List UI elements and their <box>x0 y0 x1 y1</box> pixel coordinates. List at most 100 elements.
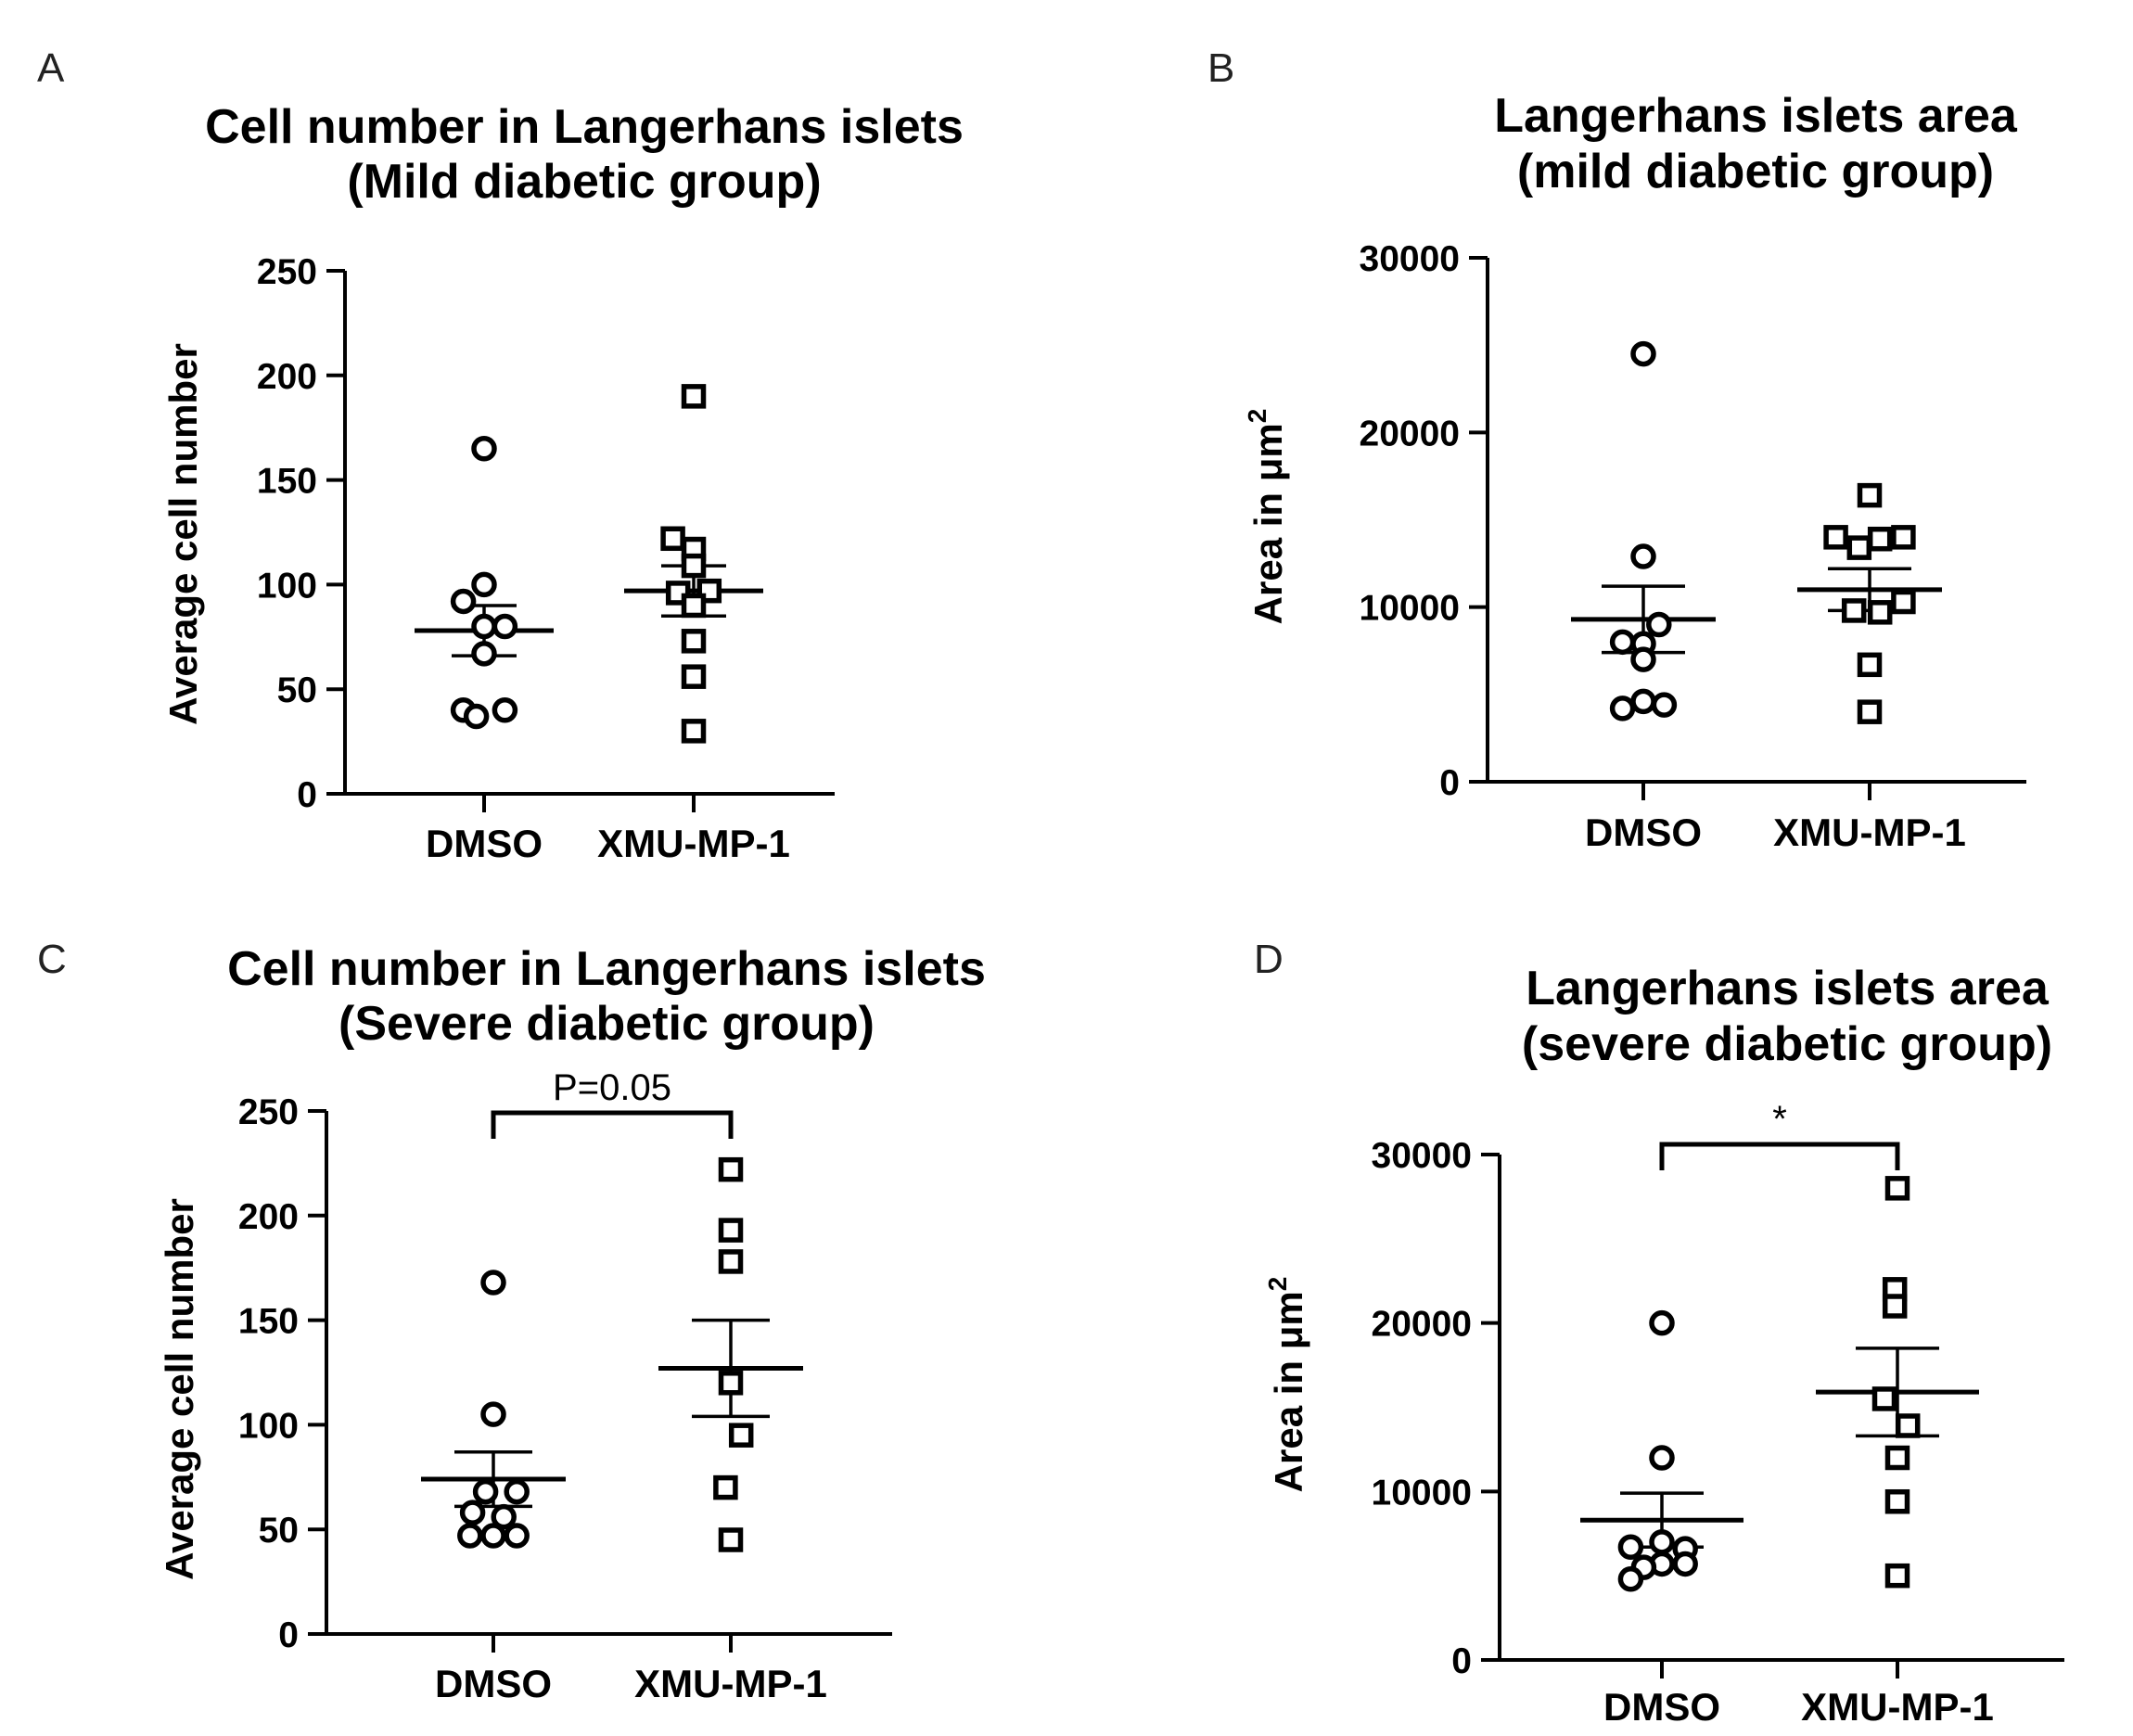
significance-bracket <box>1659 1142 1900 1170</box>
plot-area: 0 10000 20000 30000 DMSO XMU-MP-1 * <box>1372 1099 2064 1729</box>
y-axis-label: Area in μm2 <box>1243 409 1290 625</box>
data-point-square <box>1867 526 1893 552</box>
data-point-circle <box>1649 1445 1675 1471</box>
data-point-circle <box>1609 629 1636 656</box>
data-point-circle <box>472 1478 499 1505</box>
y-tick-label: 10000 <box>1372 1473 1472 1513</box>
data-point-circle <box>1649 1309 1675 1336</box>
x-tick-label: XMU-MP-1 <box>634 1662 827 1705</box>
data-point-square <box>1884 1445 1910 1471</box>
data-point-circle <box>1617 1566 1644 1592</box>
y-axis-label: Area in μm2 <box>1263 1277 1310 1493</box>
data-point-square <box>681 384 707 409</box>
plot-area: 0 10000 20000 30000 DMSO XMU-MP-1 <box>1360 239 2026 854</box>
chart-title-line2: (mild diabetic group) <box>1517 145 1994 198</box>
x-tick-label: DMSO <box>1585 811 1702 854</box>
data-point-circle <box>492 613 518 640</box>
y-tick-label: 200 <box>257 357 317 397</box>
y-tick-label: 100 <box>257 566 317 606</box>
data-point-circle <box>457 1523 483 1549</box>
data-point-circle <box>1651 692 1678 718</box>
y-tick-label: 0 <box>278 1615 299 1655</box>
data-point-square <box>1857 482 1883 508</box>
data-point-circle <box>450 588 477 615</box>
data-point-square <box>1891 589 1916 615</box>
panel-d: D Langerhans islets area (severe diabeti… <box>1254 937 2064 1729</box>
data-point-square <box>713 1474 738 1500</box>
data-point-square <box>681 593 707 619</box>
data-point-circle <box>504 1478 530 1505</box>
significance-label: * <box>1772 1099 1787 1140</box>
y-tick-label: 50 <box>277 670 317 710</box>
data-point-circle <box>1630 688 1656 715</box>
data-point-circle <box>1672 1551 1698 1577</box>
data-point-square <box>1891 525 1916 550</box>
data-point-circle <box>1630 543 1656 569</box>
significance-bracket <box>491 1110 734 1139</box>
data-point-circle <box>504 1523 530 1549</box>
data-point-square <box>718 1156 744 1182</box>
data-point-circle <box>480 1523 506 1549</box>
data-point-circle <box>491 1503 517 1530</box>
data-point-square <box>681 664 707 689</box>
data-point-circle <box>463 703 490 730</box>
y-tick-label: 30000 <box>1372 1136 1472 1176</box>
data-point-square <box>1867 600 1893 625</box>
data-point-circle <box>1630 340 1656 367</box>
data-point-circle <box>459 1500 486 1525</box>
y-axis-label: Average cell number <box>161 343 205 725</box>
y-tick-label: 20000 <box>1372 1305 1472 1345</box>
data-point-square <box>1841 598 1867 623</box>
data-point-square <box>718 1218 744 1243</box>
x-tick-label: DMSO <box>435 1662 552 1705</box>
x-tick-label: XMU-MP-1 <box>597 822 790 865</box>
data-point-circle <box>1609 696 1636 721</box>
panel-label: D <box>1254 937 1284 982</box>
chart-title-line1: Cell number in Langerhans islets <box>227 942 986 996</box>
y-tick-label: 150 <box>238 1302 299 1342</box>
data-point-circle <box>1649 1529 1675 1555</box>
y-tick-label: 50 <box>259 1511 299 1551</box>
data-point-square <box>681 719 707 744</box>
data-point-square <box>1871 1386 1897 1411</box>
x-tick-label: DMSO <box>426 822 543 865</box>
data-point-circle <box>480 1270 506 1296</box>
data-point-circle <box>1617 1534 1644 1561</box>
chart-title-line2: (Mild diabetic group) <box>347 155 821 209</box>
data-point-square <box>660 526 685 552</box>
x-tick-label: XMU-MP-1 <box>1773 811 1966 854</box>
data-point-circle <box>471 436 497 462</box>
panel-c: C Cell number in Langerhans islets (Seve… <box>37 937 986 1705</box>
y-tick-label: 20000 <box>1360 414 1460 453</box>
data-point-circle <box>492 697 518 723</box>
chart-title-line2: (severe diabetic group) <box>1522 1017 2052 1071</box>
data-point-square <box>1884 1176 1910 1201</box>
data-point-square <box>681 629 707 654</box>
data-point-square <box>1895 1413 1921 1438</box>
data-point-circle <box>1630 646 1656 672</box>
panel-a: A Cell number in Langerhans islets (Mild… <box>37 45 964 865</box>
y-axis-label: Average cell number <box>158 1198 201 1580</box>
data-point-circle <box>471 613 497 640</box>
data-point-square <box>718 1527 744 1552</box>
chart-title-line1: Langerhans islets area <box>1526 962 2050 1015</box>
y-tick-label: 250 <box>257 252 317 292</box>
y-tick-label: 30000 <box>1360 239 1460 279</box>
y-tick-label: 250 <box>238 1092 299 1132</box>
x-tick-label: XMU-MP-1 <box>1801 1685 1994 1729</box>
data-point-circle <box>471 641 497 667</box>
y-tick-label: 100 <box>238 1406 299 1446</box>
panel-label: B <box>1207 45 1234 91</box>
data-point-square <box>1857 699 1883 724</box>
plot-area: 0 50 100 150 200 250 DMSO XMU-MP-1 <box>257 252 835 865</box>
data-point-square <box>1882 1294 1908 1319</box>
y-tick-label: 10000 <box>1360 589 1460 629</box>
data-point-square <box>1857 652 1883 678</box>
data-point-circle <box>480 1401 506 1427</box>
data-point-square <box>718 1371 744 1396</box>
data-point-square <box>1823 525 1848 550</box>
data-point-square <box>1846 535 1872 560</box>
panel-b: B Langerhans islets area (mild diabetic … <box>1207 45 2026 854</box>
chart-title-line1: Cell number in Langerhans islets <box>205 100 964 154</box>
